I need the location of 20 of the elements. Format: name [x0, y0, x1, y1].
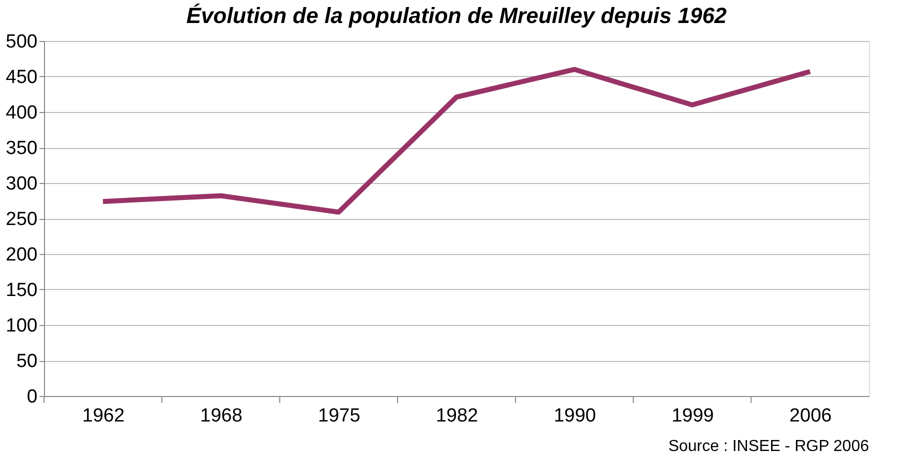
- x-tick-label: 1975: [318, 406, 360, 426]
- y-tick-label: 200: [6, 244, 38, 266]
- x-tick-label: 1968: [200, 406, 242, 426]
- x-tick-label: 1962: [82, 406, 125, 426]
- y-tick-label: 450: [6, 67, 38, 88]
- source-note: Source : INSEE - RGP 2006: [668, 438, 870, 455]
- x-tick-label: 1999: [672, 406, 714, 426]
- y-tick-label: 350: [6, 138, 38, 159]
- y-tick-label: 300: [6, 174, 38, 194]
- x-tick-label: 1990: [554, 406, 596, 426]
- x-tick-label: 1982: [436, 406, 478, 426]
- y-tick-label: 150: [6, 280, 38, 301]
- y-tick-label: 400: [6, 102, 38, 124]
- chart-title: Évolution de la population de Mreuilley depuis 1962: [186, 3, 728, 28]
- y-tick-label: 500: [6, 32, 38, 52]
- y-tick-label: 50: [16, 351, 38, 372]
- y-tick-label: 250: [6, 209, 38, 230]
- y-tick-label: 100: [6, 316, 38, 336]
- x-tick-label: 2006: [789, 406, 832, 426]
- y-tick-label: 0: [26, 386, 38, 408]
